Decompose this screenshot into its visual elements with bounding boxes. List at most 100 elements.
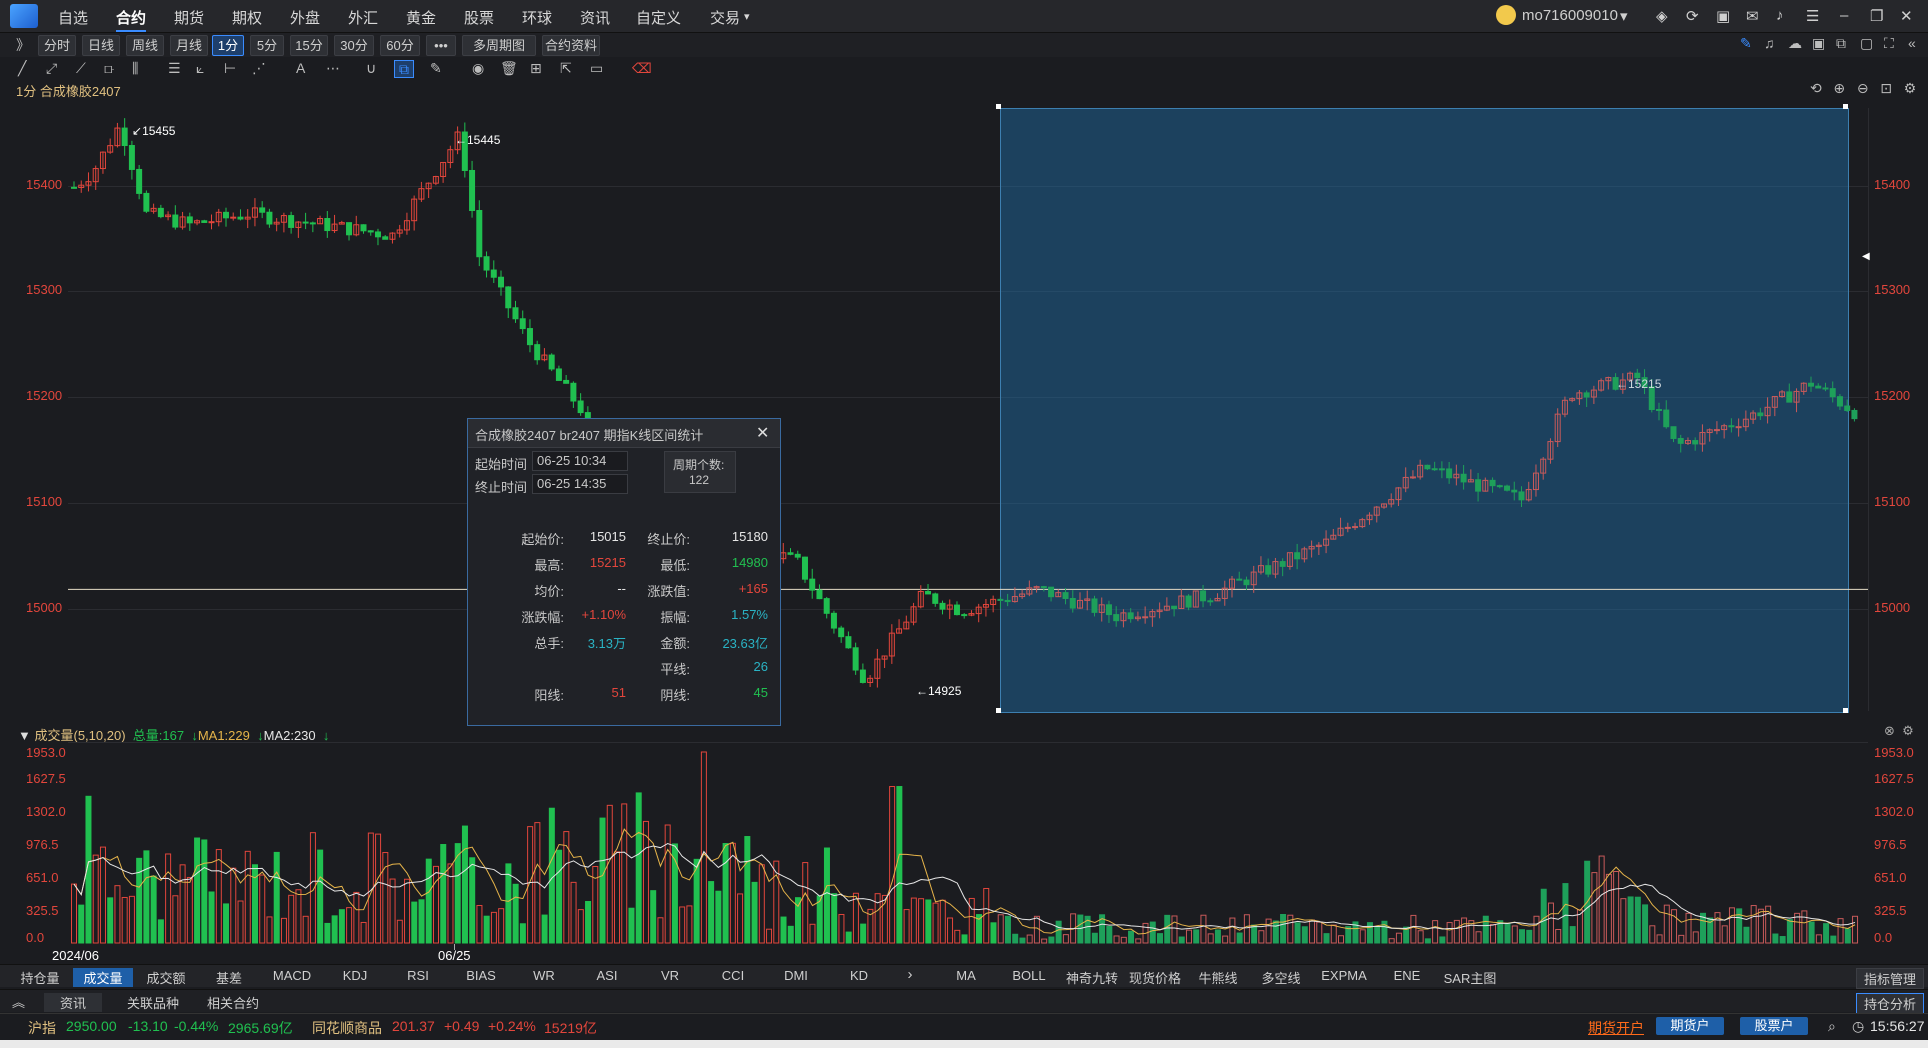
indicator-tab[interactable]: 成交量: [73, 968, 133, 987]
trash-icon[interactable]: 🗑: [500, 60, 518, 76]
indicator-tab[interactable]: VR: [660, 968, 680, 983]
menu-item[interactable]: 外盘: [290, 10, 321, 27]
fib-tool-icon[interactable]: ☰: [168, 60, 181, 76]
refresh-icon[interactable]: ⟳: [1686, 8, 1699, 25]
period-button[interactable]: •••: [426, 35, 456, 56]
index-name[interactable]: 沪指: [28, 1020, 56, 1036]
export-icon[interactable]: ⇱: [560, 60, 572, 76]
overlay-tab[interactable]: EXPMA: [1321, 968, 1367, 983]
collapse-panel-icon[interactable]: ︽: [12, 995, 26, 1010]
alert-bell-icon[interactable]: ♫: [1764, 35, 1775, 51]
settings-icon[interactable]: ⚙: [1903, 80, 1917, 96]
collapse-sidebar-icon[interactable]: 》: [16, 37, 30, 53]
eraser-icon[interactable]: ⌫: [632, 60, 652, 76]
username[interactable]: mo716009010: [1522, 7, 1618, 24]
menu-item[interactable]: 合约: [116, 7, 147, 32]
parallel-tool-icon[interactable]: ⫼: [132, 60, 139, 76]
indicator-tab[interactable]: RSI: [407, 968, 429, 983]
selection-handle[interactable]: [1843, 104, 1848, 109]
close-icon[interactable]: ✕: [1900, 8, 1913, 25]
overlay-tab[interactable]: ENE: [1393, 968, 1421, 983]
minimize-icon[interactable]: –: [1840, 7, 1849, 24]
overlay-tab[interactable]: 牛熊线: [1198, 971, 1238, 986]
end-time-field[interactable]: 06-25 14:35: [532, 474, 628, 494]
camera-icon[interactable]: ▣: [1716, 8, 1731, 25]
menu-item[interactable]: 外汇: [348, 10, 379, 27]
layers-icon[interactable]: ◈: [1656, 8, 1668, 25]
selection-range[interactable]: [1000, 108, 1849, 713]
rect-tool-icon[interactable]: ⟥: [104, 60, 115, 76]
menu-item[interactable]: 资讯: [580, 10, 611, 27]
menu-item[interactable]: 自定义: [636, 10, 682, 27]
indicator-tab[interactable]: MACD: [272, 968, 312, 983]
overlay-tab[interactable]: 现货价格: [1128, 971, 1181, 986]
menu-item[interactable]: 股票: [464, 10, 495, 27]
menu-item[interactable]: 期货: [174, 10, 205, 27]
comment-icon[interactable]: ▭: [590, 60, 604, 76]
avatar[interactable]: [1496, 5, 1516, 25]
period-button[interactable]: 5分: [250, 35, 284, 56]
overlay-tab[interactable]: BOLL: [1012, 968, 1046, 983]
period-button[interactable]: 多周期图: [462, 35, 536, 56]
selection-handle[interactable]: [996, 708, 1001, 713]
line-tool-icon[interactable]: ╱: [18, 60, 27, 76]
futures-account-link[interactable]: 期货开户: [1588, 1020, 1644, 1036]
mail-icon[interactable]: ✉: [1746, 8, 1759, 25]
undo-icon[interactable]: ⟲: [1810, 80, 1822, 96]
period-button[interactable]: 60分: [380, 35, 420, 56]
eye-icon[interactable]: ◉: [472, 60, 485, 76]
chevron-down-icon[interactable]: ▾: [1620, 8, 1628, 25]
draw-pen-icon[interactable]: ✎: [1740, 35, 1752, 51]
menu-item[interactable]: 环球: [522, 10, 553, 27]
window-icon[interactable]: ▢: [1860, 35, 1874, 51]
indicator-tab[interactable]: WR: [533, 968, 555, 983]
snapshot-icon[interactable]: ▣: [1812, 35, 1826, 51]
volume-settings-icon[interactable]: ⚙: [1902, 723, 1914, 738]
indicator-tab[interactable]: KDJ: [342, 968, 368, 983]
overlay-tab[interactable]: 神奇九转: [1065, 971, 1118, 986]
collapse-volume-icon[interactable]: ▼: [18, 728, 31, 743]
gann-tool-icon[interactable]: ⋰: [252, 60, 266, 76]
indicator-tab[interactable]: KD: [849, 968, 869, 983]
period-button[interactable]: 分时: [38, 35, 76, 56]
overlay-tab[interactable]: 多空线: [1261, 971, 1301, 986]
chevron-down-icon[interactable]: ▾: [744, 11, 750, 23]
start-time-field[interactable]: 06-25 10:34: [532, 451, 628, 471]
interval-stats-popup[interactable]: 合成橡胶2407 br2407 期指K线区间统计 ✕ 起始时间 06-25 10…: [467, 418, 781, 726]
interval-stat-icon[interactable]: ⧉: [394, 60, 414, 78]
period-button[interactable]: 合约资料: [542, 35, 600, 56]
period-button[interactable]: 15分: [290, 35, 328, 56]
overlay-tab[interactable]: MA: [956, 968, 976, 983]
fan-tool-icon[interactable]: ⟀: [196, 60, 205, 76]
menu-item[interactable]: 自选: [58, 10, 89, 27]
collapse-right-icon[interactable]: «: [1908, 35, 1916, 51]
menu-item[interactable]: 期权: [232, 10, 263, 27]
indicator-tab[interactable]: 持仓量: [20, 971, 60, 986]
cloud-icon[interactable]: ☁: [1788, 35, 1802, 51]
indicator-tab[interactable]: DMI: [784, 968, 808, 983]
commodity-name[interactable]: 同花顺商品: [312, 1020, 382, 1036]
edit-icon[interactable]: ✎: [430, 60, 442, 76]
indicator-tab[interactable]: 基差: [215, 971, 242, 986]
stock-user-button[interactable]: 股票户: [1740, 1017, 1808, 1035]
ray-tool-icon[interactable]: ⤢: [46, 60, 58, 76]
subtab-related-variety[interactable]: 关联品种: [126, 996, 179, 1011]
zoom-out-icon[interactable]: ⊖: [1856, 80, 1869, 96]
close-volume-icon[interactable]: ⊗: [1884, 723, 1895, 738]
measure-tool-icon[interactable]: ⊢: [224, 60, 237, 76]
menu-item[interactable]: 黄金: [406, 10, 437, 27]
indicator-tab[interactable]: CCI: [721, 968, 745, 983]
period-button[interactable]: 30分: [334, 35, 374, 56]
copy-icon[interactable]: ⧉: [1836, 35, 1846, 51]
futures-user-button[interactable]: 期货户: [1656, 1017, 1724, 1035]
grid-icon[interactable]: ⊞: [530, 60, 542, 76]
subtab-related-contract[interactable]: 相关合约: [206, 996, 259, 1011]
fullscreen-icon[interactable]: ⛶: [1884, 35, 1894, 51]
close-icon[interactable]: ✕: [756, 425, 770, 442]
overlay-tab[interactable]: SAR主图: [1443, 971, 1497, 986]
bell-icon[interactable]: ♪: [1776, 7, 1784, 24]
indicator-manage-button[interactable]: 指标管理: [1856, 968, 1924, 989]
more-tools-icon[interactable]: ⋯: [326, 60, 340, 76]
list-menu-icon[interactable]: ☰: [1806, 8, 1820, 25]
magnet-icon[interactable]: ∪: [366, 60, 377, 76]
